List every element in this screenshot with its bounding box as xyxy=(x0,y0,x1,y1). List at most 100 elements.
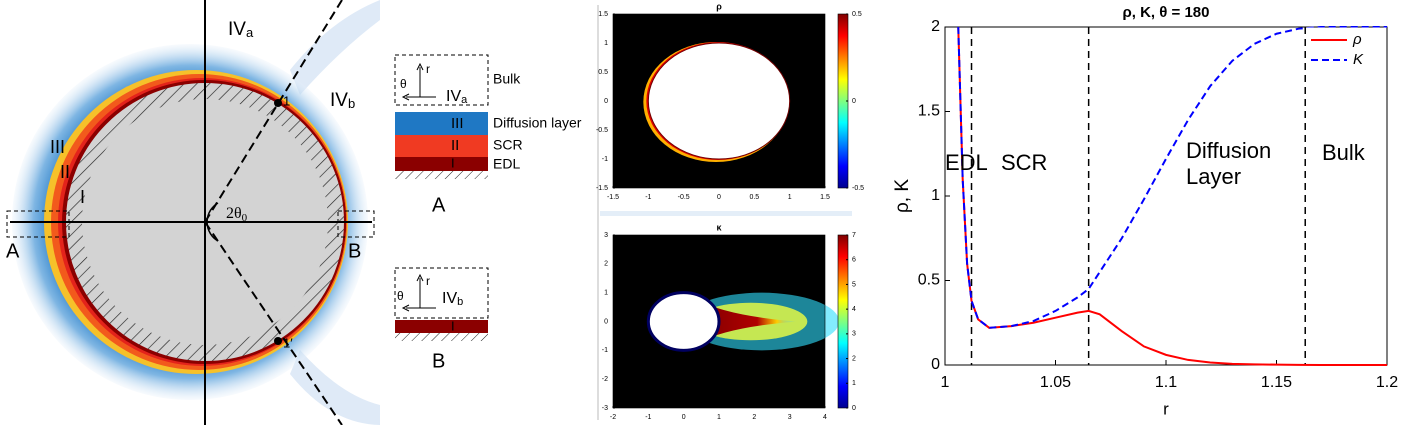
x-tick-label: -1 xyxy=(645,414,651,421)
x-tick-label: 0 xyxy=(682,414,686,421)
legend xyxy=(1306,27,1387,73)
colorbar-tick-label: -0.5 xyxy=(852,185,864,192)
wake xyxy=(697,299,797,344)
y-tick-label: 0 xyxy=(931,356,940,373)
y-tick-label: 0 xyxy=(604,318,608,325)
y-tick-label: 0.5 xyxy=(918,272,940,289)
x-tick-label: 1 xyxy=(941,374,950,391)
point-label: 1′ xyxy=(283,335,293,350)
y-tick-label: -1.5 xyxy=(596,185,608,192)
colorbar xyxy=(837,234,849,409)
y-axis-label: ρ, K xyxy=(892,179,913,213)
colorbar-tick-label: 4 xyxy=(852,306,856,313)
x-tick-label: -0.5 xyxy=(678,194,690,201)
x-tick-label: 1 xyxy=(717,414,721,421)
y-tick-label: 1 xyxy=(931,187,940,204)
colorbar-tick-label: 6 xyxy=(852,257,856,264)
section-label: A xyxy=(6,240,20,262)
layer-label: III xyxy=(451,115,464,132)
schematic-a xyxy=(394,54,489,179)
point-label: 1 xyxy=(283,93,290,108)
separator xyxy=(600,211,852,216)
colorbar-tick-label: 5 xyxy=(852,281,856,288)
axis-label: θ xyxy=(400,77,407,91)
circle-diagram xyxy=(6,0,380,425)
section-label: B xyxy=(348,240,361,262)
y-tick-label: -2 xyxy=(602,376,608,383)
y-tick-label: -3 xyxy=(602,405,608,412)
axis-label: θ xyxy=(397,289,404,303)
x-tick-label: -2 xyxy=(610,414,616,421)
y-tick-label: 3 xyxy=(604,232,608,239)
region-label: IVa xyxy=(446,88,468,106)
layer-label: I xyxy=(451,318,455,333)
section-label: A xyxy=(432,194,446,216)
layer-label: III xyxy=(50,137,65,157)
heatmap xyxy=(613,14,825,188)
axis-label: r xyxy=(426,62,430,76)
layer-name: SCR xyxy=(493,137,523,153)
y-tick-label: 1.5 xyxy=(598,11,608,18)
angle-label: 2θ0 xyxy=(226,205,248,224)
x-tick-label: 1 xyxy=(788,194,792,201)
x-tick-label: 3 xyxy=(788,414,792,421)
x-tick-label: 1.2 xyxy=(1376,374,1398,391)
legend-label: ρ xyxy=(1352,31,1362,48)
x-tick-label: -1 xyxy=(645,194,651,201)
layer-name: EDL xyxy=(493,156,520,172)
chart-title: ρ xyxy=(716,1,722,11)
region-label: IVa xyxy=(228,19,254,40)
region-label: Diffusion Layer xyxy=(1186,138,1272,189)
region-label: EDL xyxy=(945,150,988,175)
legend-label: K xyxy=(1353,51,1364,68)
section-label: B xyxy=(432,350,445,372)
y-tick-label: 1 xyxy=(604,40,608,47)
y-tick-label: -1 xyxy=(602,156,608,163)
x-tick-label: -1.5 xyxy=(607,194,619,201)
x-tick-label: 1.05 xyxy=(1040,374,1071,391)
x-tick-label: 1.5 xyxy=(820,194,830,201)
axis-label: r xyxy=(426,274,430,288)
x-axis-label: r xyxy=(1163,399,1169,418)
chart-title: κ xyxy=(716,222,722,232)
colorbar-tick-label: 0 xyxy=(852,98,856,105)
colorbar-tick-label: 0.5 xyxy=(852,11,862,18)
x-tick-label: 1.15 xyxy=(1261,374,1292,391)
colorbar-tick-label: 7 xyxy=(852,232,856,239)
y-tick-label: 1.5 xyxy=(918,103,940,120)
region-label: IVb xyxy=(442,290,463,308)
layer-name: Bulk xyxy=(493,71,521,87)
x-tick-label: 2 xyxy=(752,414,756,421)
frame xyxy=(944,26,1388,366)
x-tick-label: 0.5 xyxy=(749,194,759,201)
y-tick-label: -1 xyxy=(602,347,608,354)
chart-title: ρ, K, θ = 180 xyxy=(1122,4,1209,21)
y-tick-label: -0.5 xyxy=(596,127,608,134)
colorbar-tick-label: 2 xyxy=(852,355,856,362)
x-tick-label: 1.1 xyxy=(1155,374,1177,391)
region-label: SCR xyxy=(1001,150,1048,175)
obstacle xyxy=(647,42,791,160)
series-line xyxy=(957,26,1387,329)
colorbar-tick-label: 0 xyxy=(852,405,856,412)
layer-label: II xyxy=(451,137,459,154)
heatmap xyxy=(613,235,840,408)
obstacle xyxy=(646,291,721,352)
region-label: IVb xyxy=(330,90,355,111)
x-tick-label: 0 xyxy=(717,194,721,201)
x-tick-label: 4 xyxy=(823,414,827,421)
layer-name: Diffusion layer xyxy=(493,115,582,131)
y-tick-label: 1 xyxy=(604,290,608,297)
y-tick-label: 0 xyxy=(604,98,608,105)
colorbar-tick-label: 3 xyxy=(852,331,856,338)
layer-label: I xyxy=(451,155,455,170)
layer-label: I xyxy=(80,187,85,207)
y-tick-label: 0.5 xyxy=(598,69,608,76)
schematic-b xyxy=(394,267,489,341)
colorbar-tick-label: 1 xyxy=(852,380,856,387)
y-tick-label: 2 xyxy=(931,18,940,35)
y-tick-label: 2 xyxy=(604,261,608,268)
region-label: Bulk xyxy=(1322,140,1365,165)
